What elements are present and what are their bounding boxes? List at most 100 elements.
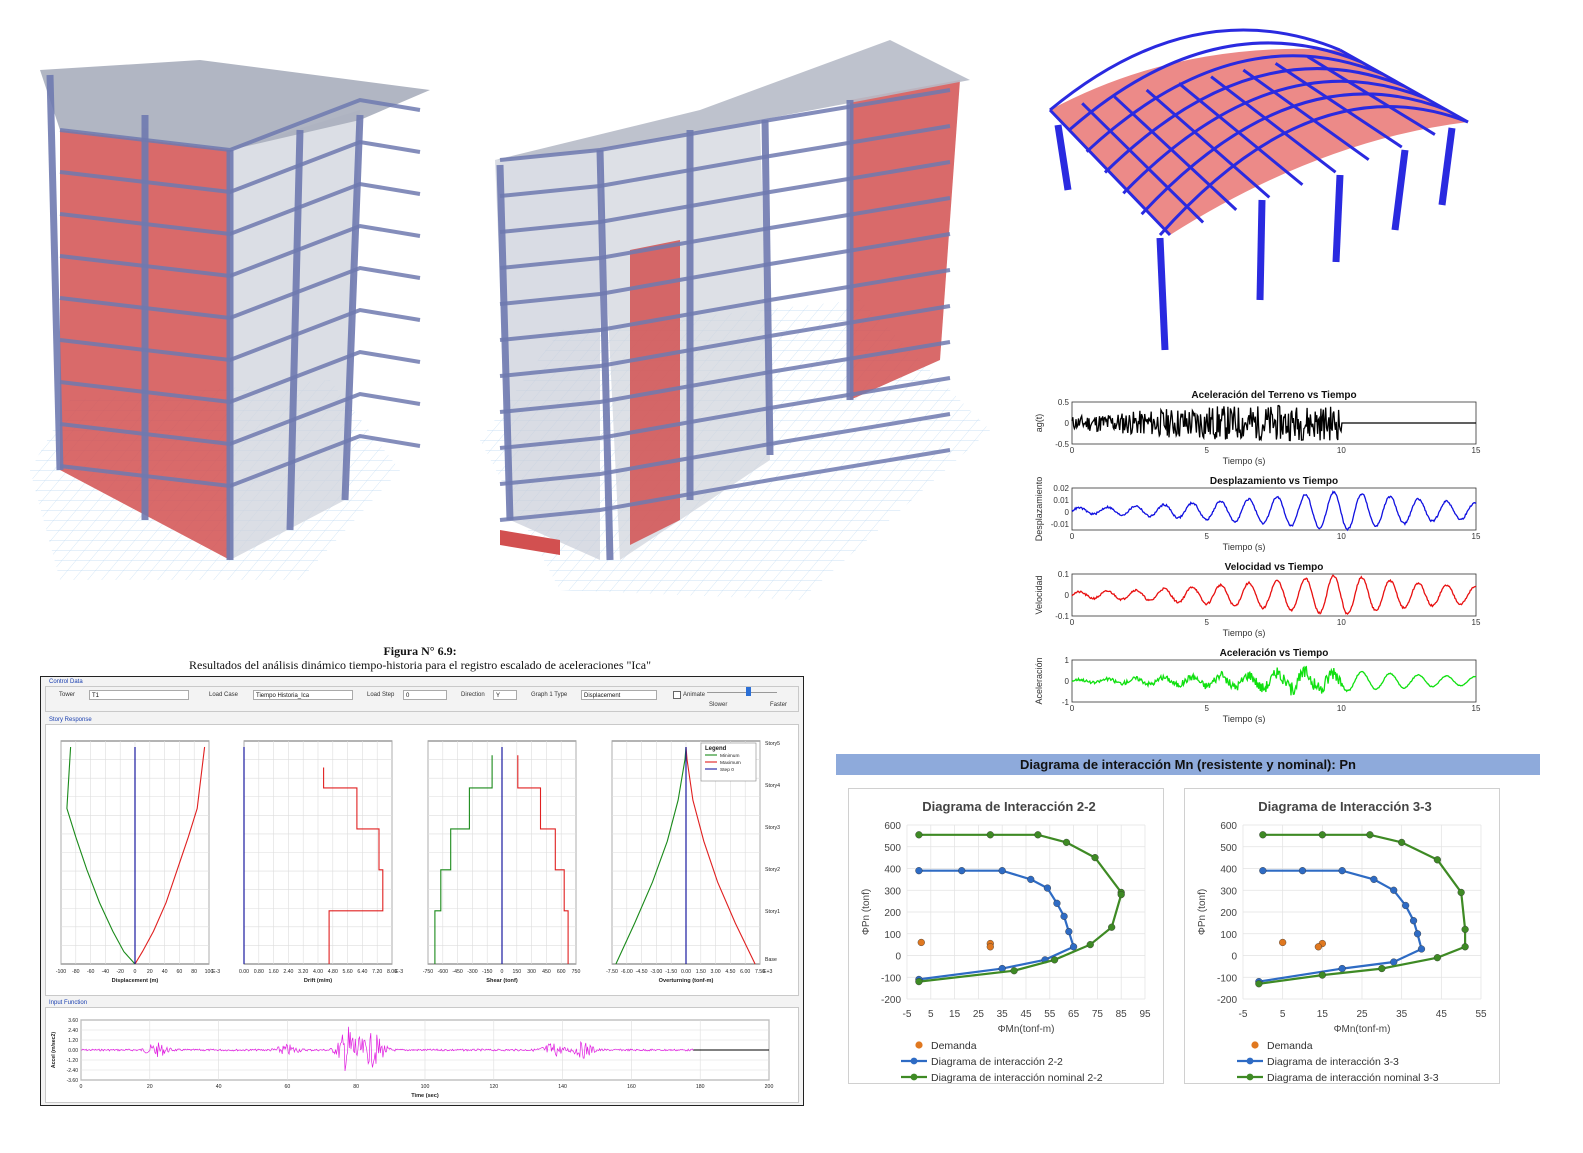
- y-tick-label: 0.5: [1058, 398, 1070, 407]
- direction-select[interactable]: Y: [493, 690, 517, 700]
- data-point: [1062, 838, 1071, 847]
- x-tick-label: 7.20: [372, 969, 382, 975]
- data-point: [1060, 912, 1068, 920]
- x-tick-label: 60: [177, 969, 183, 975]
- response-line: [1071, 404, 1476, 442]
- x-tick-label: -7.50: [606, 969, 618, 975]
- x-tick-label: 160: [627, 1084, 636, 1090]
- animate-checkbox[interactable]: [673, 691, 681, 699]
- x-axis-label: Tiempo (s): [1223, 456, 1266, 466]
- x-tick-label: 35: [1396, 1009, 1408, 1020]
- floor-line: [499, 88, 951, 162]
- series-line-maximum: [323, 767, 384, 964]
- x-tick-label: 55: [1475, 1009, 1487, 1020]
- floor-line: [59, 139, 421, 195]
- data-point: [1461, 943, 1469, 951]
- legend-label: Diagrama de interacción nominal 3-3: [1267, 1072, 1439, 1083]
- interaction-chart-2-2: Diagrama de Interacción 2-2 -5 5 15 25 35 45 55…: [861, 799, 1151, 1084]
- speed-slider-handle[interactable]: [746, 687, 751, 696]
- x-tick-label: 100: [421, 1084, 430, 1090]
- speed-slider-track[interactable]: [707, 692, 777, 693]
- plot-title: Velocidad vs Tiempo: [1225, 562, 1324, 573]
- x-tick-label: 20: [147, 1084, 153, 1090]
- data-point: [1402, 901, 1410, 910]
- load-step-input[interactable]: 0: [403, 690, 447, 700]
- y-tick-label: 0.00: [68, 1048, 78, 1054]
- x-tick-label: 3.00: [711, 969, 721, 975]
- y-axis-label: Velocidad: [1034, 575, 1044, 614]
- roof-purlin: [1145, 88, 1271, 199]
- x-tick-label: 600: [557, 969, 566, 975]
- data-point: [998, 867, 1006, 875]
- data-point: [1034, 831, 1042, 839]
- story-label: Story1: [765, 909, 780, 915]
- y-tick-label: 300: [884, 886, 901, 897]
- legend-label: Step 0: [720, 767, 734, 773]
- y-axis-label: Aceleración: [1034, 657, 1044, 704]
- legend-marker: [910, 1057, 918, 1065]
- legend-marker: [1246, 1073, 1254, 1081]
- y-tick-label: 2.40: [68, 1028, 78, 1034]
- y-tick-label: 0: [1065, 508, 1070, 517]
- interaction-banner: Diagrama de interacción Mn (resistente y…: [836, 754, 1540, 775]
- data-point: [1108, 923, 1116, 931]
- x-tick-label: 4.50: [725, 969, 735, 975]
- data-point: [1027, 875, 1035, 883]
- direction-label: Direction: [461, 692, 485, 698]
- roof-purlin: [1210, 75, 1337, 174]
- y-axis-label: ΦPn (tonf): [1197, 889, 1208, 935]
- load-case-select[interactable]: Tiempo Historia_Ica: [253, 690, 353, 700]
- data-point: [1461, 925, 1469, 934]
- data-point: [1457, 888, 1465, 897]
- y-tick-label: -200: [881, 995, 901, 1006]
- roof-purlin: [1177, 82, 1304, 186]
- x-tick-label: 120: [489, 1084, 498, 1090]
- x-tick-label: 140: [558, 1084, 567, 1090]
- x-tick-label: -1.50: [665, 969, 677, 975]
- y-tick-label: -1.20: [67, 1058, 79, 1064]
- graph-type-select[interactable]: Displacement: [581, 690, 657, 700]
- plot-frame: [1071, 659, 1477, 703]
- y-tick-label: 100: [1220, 930, 1237, 941]
- data-point: [1318, 831, 1326, 839]
- data-point: [1433, 954, 1441, 962]
- tower-input[interactable]: T1: [89, 690, 189, 700]
- x-tick-label: -300: [467, 969, 477, 975]
- x-multiplier: E+3: [763, 969, 772, 975]
- y-tick-label: 400: [1220, 865, 1237, 876]
- y-tick-label: 3.60: [68, 1018, 78, 1024]
- data-point: [1086, 941, 1094, 949]
- y-tick-label: 100: [884, 930, 901, 941]
- x-tick-label: 450: [542, 969, 551, 975]
- data-point: [1390, 886, 1398, 894]
- legend-title: Legend: [705, 746, 727, 752]
- story-label: Story5: [765, 741, 780, 747]
- floor-line: [59, 223, 421, 279]
- series-line-minimum: [615, 746, 687, 965]
- x-tick-label: 10: [1337, 446, 1346, 455]
- data-point: [1433, 856, 1441, 864]
- floor-line: [499, 448, 951, 522]
- roof-purlin: [1113, 95, 1238, 211]
- y-tick-label: 0.01: [1053, 496, 1069, 505]
- x-tick-label: 15: [1317, 1009, 1329, 1020]
- data-point: [1378, 964, 1386, 973]
- x-tick-label: 75: [1092, 1009, 1104, 1020]
- floor-line: [499, 232, 951, 306]
- y-tick-label: 200: [1220, 908, 1237, 919]
- graph-type-label: Graph 1 Type: [531, 692, 568, 698]
- data-point: [1314, 943, 1322, 951]
- y-tick-label: 0.1: [1058, 570, 1070, 579]
- floor-line: [499, 268, 951, 342]
- floor-line: [499, 412, 951, 486]
- y-tick-label: 1: [1065, 656, 1070, 665]
- x-tick-label: -60: [87, 969, 95, 975]
- interaction-curve: [1258, 869, 1423, 983]
- data-point: [915, 867, 923, 875]
- response-line: [1071, 574, 1477, 615]
- y-tick-label: 600: [884, 821, 901, 832]
- x-tick-label: 80: [191, 969, 197, 975]
- data-point: [1370, 875, 1378, 883]
- data-point: [1417, 945, 1426, 953]
- y-tick-label: -0.1: [1055, 612, 1069, 621]
